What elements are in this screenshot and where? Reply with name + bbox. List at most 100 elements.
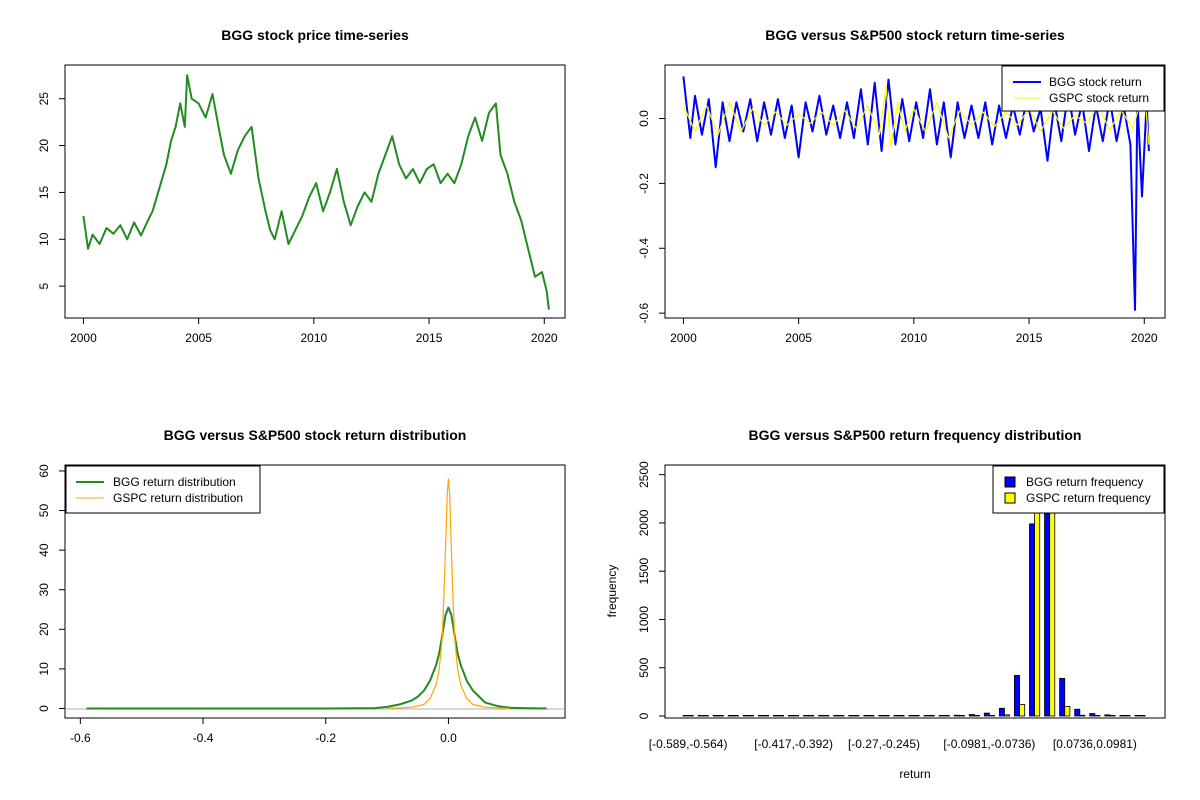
histogram-bar-gspc	[793, 715, 800, 717]
price-chart-y-tick-label: 5	[37, 282, 51, 289]
histogram-bar-bgg	[923, 715, 930, 717]
return-legend-label-bgg: BGG stock return	[1049, 75, 1142, 89]
histogram-bar-gspc	[958, 715, 965, 717]
histogram-bar-bgg	[1059, 677, 1066, 717]
histogram-bar-bgg	[712, 715, 719, 717]
histogram-bar-gspc	[763, 715, 769, 717]
histogram-bar-bgg	[772, 715, 779, 717]
price-chart-y-tick-label: 25	[37, 92, 51, 106]
return-chart-x-axis: 2000 2005 2010 2015 2020	[670, 318, 1158, 345]
density-chart-x-axis: -0.6 -0.4 -0.2 0.0	[70, 718, 457, 745]
histogram-panel: BGG versus S&P500 return frequency distr…	[605, 427, 1166, 781]
density-chart-plot-box	[64, 464, 566, 719]
histogram-bar-bgg	[983, 712, 990, 717]
return-chart-series-line-0	[682, 76, 1150, 311]
return-chart-series	[682, 76, 1150, 311]
histogram-bar-gspc	[1094, 715, 1101, 717]
histogram-bar-bgg	[863, 715, 870, 717]
return-chart-x-tick-label: 2010	[900, 331, 927, 345]
return-chart-plot-box	[664, 64, 1166, 319]
histogram-legend-key-bgg	[1004, 476, 1016, 488]
histogram-bar-bgg	[1074, 708, 1081, 717]
return-chart-y-tick-label: -0.2	[637, 173, 651, 194]
histogram-bar-bgg	[697, 715, 704, 717]
return-chart-title: BGG versus S&P500 stock return time-seri…	[765, 27, 1065, 43]
density-legend-label-gspc: GSPC return distribution	[113, 491, 243, 505]
histogram-bar-gspc	[1064, 705, 1071, 717]
price-chart-y-tick-label: 20	[37, 139, 51, 153]
return-chart-series-line-1	[682, 85, 1150, 149]
price-chart-plot-box	[64, 64, 566, 319]
histogram-title: BGG versus S&P500 return frequency distr…	[749, 427, 1082, 443]
histogram-bar-bgg	[833, 715, 840, 717]
density-chart-y-tick-label: 10	[37, 662, 51, 676]
histogram-bar-gspc	[1139, 715, 1146, 717]
histogram-legend-label-gspc: GSPC return frequency	[1026, 491, 1151, 505]
histogram-bar-gspc	[943, 715, 950, 717]
histogram-legend-label-bgg: BGG return frequency	[1026, 475, 1143, 489]
return-chart-y-tick-label: -0.6	[637, 302, 651, 323]
return-chart-y-tick-label: -0.4	[637, 238, 651, 259]
density-chart-series	[86, 478, 547, 710]
histogram-y-tick-label: 0	[637, 712, 651, 719]
histogram-y-axis: 0 500 1000 1500 2000 2500	[637, 461, 665, 719]
price-chart-x-tick-label: 2020	[531, 331, 558, 345]
histogram-bar-gspc	[732, 715, 739, 717]
histogram-bar-bgg	[968, 714, 975, 717]
histogram-bar-gspc	[1124, 715, 1131, 717]
histogram-y-tick-label: 2500	[637, 461, 651, 488]
histogram-bar-gspc	[1019, 704, 1026, 717]
histogram-bar-bgg	[1089, 713, 1096, 717]
density-chart-series-line-1	[387, 478, 510, 710]
price-chart-title: BGG stock price time-series	[221, 27, 409, 43]
histogram-plot-box	[664, 464, 1166, 719]
histogram-bar-bgg	[1134, 715, 1141, 717]
histogram-legend-key-gspc	[1004, 492, 1016, 504]
price-chart-x-tick-label: 2000	[70, 331, 97, 345]
density-chart-y-tick-label: 0	[37, 705, 51, 712]
histogram-x-tick-label: [-0.589,-0.564)	[649, 737, 728, 751]
histogram-bar-gspc	[898, 715, 905, 717]
density-chart-y-tick-label: 30	[37, 583, 51, 597]
histogram-bar-gspc	[1079, 714, 1086, 717]
price-chart-y-axis: 5 10 15 20 25	[37, 92, 65, 289]
histogram-bar-gspc	[1109, 715, 1116, 717]
density-chart-x-tick-label: -0.4	[193, 731, 214, 745]
return-chart-y-axis: -0.6 -0.4 -0.2 0.0	[637, 110, 665, 323]
density-chart-x-tick-label: -0.6	[70, 731, 91, 745]
histogram-x-tick-label: [-0.417,-0.392)	[754, 737, 833, 751]
histogram-bar-bgg	[803, 715, 810, 717]
histogram-y-tick-label: 2000	[637, 509, 651, 536]
histogram-bar-bgg	[1014, 675, 1020, 717]
histogram-bar-gspc	[928, 715, 935, 717]
price-chart-x-tick-label: 2005	[185, 331, 212, 345]
histogram-bar-bgg	[998, 707, 1005, 717]
histogram-bar-bgg	[848, 715, 855, 717]
histogram-bar-gspc	[702, 715, 709, 717]
histogram-bar-bgg	[742, 715, 749, 717]
return-chart-x-tick-label: 2015	[1016, 331, 1043, 345]
price-chart-y-tick-label: 10	[37, 232, 51, 246]
histogram-bar-gspc	[913, 715, 920, 717]
price-chart-series	[82, 74, 550, 310]
histogram-bar-bgg	[938, 715, 945, 717]
return-legend-box	[1001, 65, 1165, 112]
histogram-bar-gspc	[778, 715, 785, 717]
histogram-bar-bgg	[788, 715, 794, 717]
histogram-legend: BGG return frequency GSPC return frequen…	[992, 465, 1165, 514]
return-chart-x-tick-label: 2020	[1131, 331, 1158, 345]
histogram-bar-gspc	[717, 715, 724, 717]
histogram-bar-gspc	[838, 715, 845, 717]
histogram-x-axis: [-0.589,-0.564) [-0.417,-0.392) [-0.27,-0.…	[649, 737, 1137, 751]
histogram-bar-bgg	[818, 715, 825, 717]
histogram-bar-bgg	[893, 715, 900, 717]
return-chart-legend: BGG stock return GSPC stock return	[1001, 65, 1165, 112]
histogram-bar-bgg	[1044, 512, 1051, 717]
density-chart-x-tick-label: 0.0	[440, 731, 457, 745]
density-chart-legend: BGG return distribution GSPC return dist…	[65, 465, 261, 514]
histogram-bar-bgg	[1119, 715, 1126, 717]
histogram-bar-bgg	[757, 715, 764, 717]
price-chart-panel: BGG stock price time-series 2000 2005 2010…	[37, 27, 566, 345]
histogram-bar-gspc	[808, 715, 815, 717]
histogram-bar-gspc	[687, 715, 694, 717]
